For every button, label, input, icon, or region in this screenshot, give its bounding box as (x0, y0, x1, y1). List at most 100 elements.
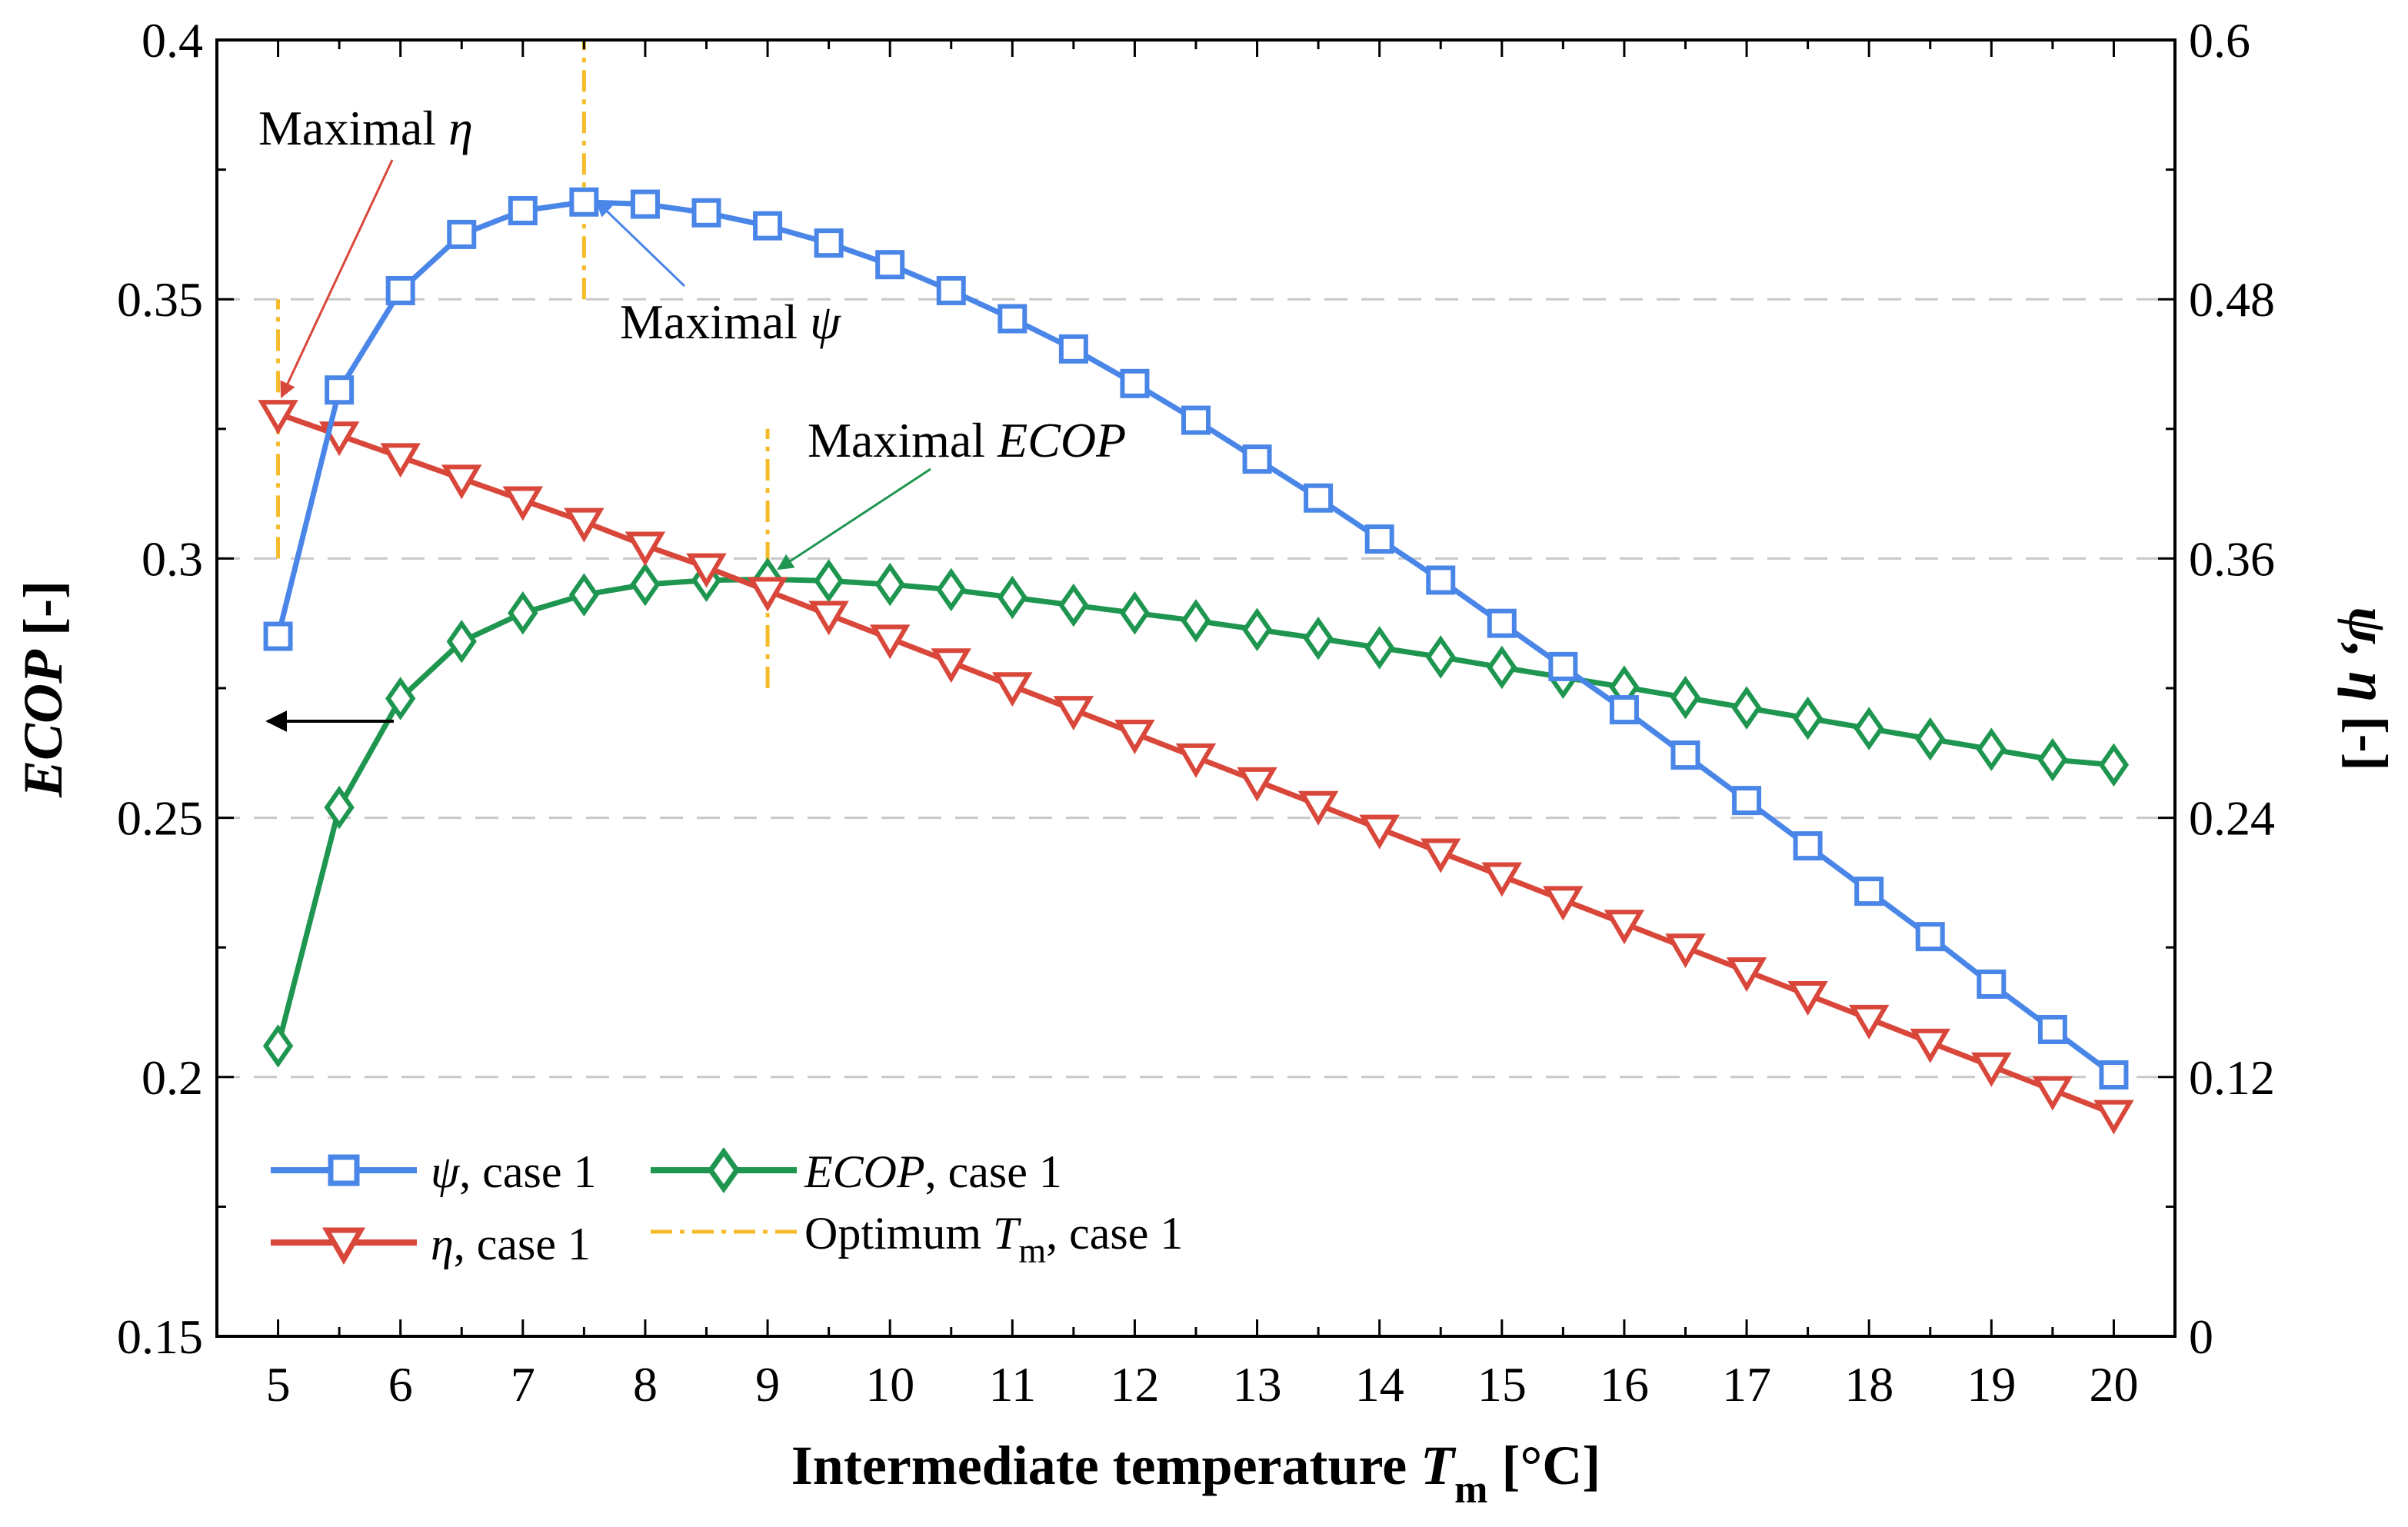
data-point (1237, 767, 1277, 802)
legend-optimum-sub: m (1018, 1231, 1046, 1270)
data-point (808, 600, 849, 636)
data-point (1665, 933, 1706, 969)
data-point (1848, 1004, 1890, 1040)
data-point (1241, 607, 1273, 652)
legend-eta-var: η (431, 1219, 454, 1269)
data-point (936, 567, 967, 612)
data-point (630, 562, 661, 607)
data-point (1359, 814, 1400, 850)
left-axis-title-unit: [-] (12, 581, 74, 636)
data-point (2098, 743, 2130, 787)
data-point (262, 1024, 294, 1068)
legend-ecop-suffix: , case 1 (925, 1146, 1062, 1197)
data-point (1548, 651, 1578, 681)
data-point (2037, 1014, 2067, 1044)
x-tick-label: 10 (865, 1357, 914, 1412)
data-point (1726, 957, 1767, 993)
left-axis-title-var: ECOP (12, 649, 74, 798)
series-η (258, 400, 2134, 1135)
data-point (508, 195, 538, 225)
left-tick-label: 0.4 (142, 13, 203, 68)
left-tick-label: 0.35 (117, 272, 203, 327)
data-point (1181, 405, 1211, 435)
data-point (1303, 617, 1334, 660)
right-axis-title-var: ψ, η (2337, 607, 2399, 702)
x-tick-label: 14 (1355, 1357, 1404, 1412)
data-point (1854, 877, 1884, 907)
legend-item-psi: ψ, case 1 (271, 1146, 597, 1197)
x-tick-label: 18 (1844, 1357, 1893, 1412)
right-axis-title-unit: [-] (2337, 716, 2399, 771)
annotation-max-ecop-arrow (777, 467, 931, 571)
data-point (385, 677, 416, 720)
data-point (258, 400, 298, 435)
data-point (1487, 608, 1517, 638)
right-tick-label: 0.36 (2189, 531, 2275, 586)
data-point (2037, 737, 2068, 782)
data-point (624, 531, 666, 567)
data-point (686, 553, 727, 588)
data-point (1242, 444, 1272, 474)
data-point (441, 464, 482, 500)
legend-ecop-var: ECOP (804, 1146, 925, 1197)
data-point (1732, 786, 1762, 816)
data-point (1915, 717, 1946, 761)
data-point (564, 507, 604, 543)
x-tick-label: 6 (388, 1357, 413, 1412)
series-line (275, 576, 2114, 1047)
data-point (992, 672, 1033, 707)
x-tick-label: 16 (1600, 1357, 1649, 1412)
svg-text:ECOP, case 1: ECOP, case 1 (804, 1146, 1062, 1197)
legend-item-optimum: Optimum Tm, case 1 (651, 1208, 1183, 1270)
x-axis-title-var: T (1420, 1435, 1457, 1496)
data-point (385, 275, 415, 305)
data-point (1604, 910, 1645, 945)
x-tick-label: 19 (1967, 1357, 2016, 1412)
series (258, 187, 2134, 1135)
legend-optimum-var: T (993, 1208, 1021, 1259)
data-point (747, 577, 788, 612)
series-ECOP (262, 557, 2130, 1068)
data-point (936, 275, 966, 305)
series-ψ (263, 187, 2129, 1090)
data-point (1670, 740, 1700, 770)
data-point (1543, 886, 1584, 921)
data-point (325, 375, 355, 405)
legend-optimum-name: Optimum (804, 1208, 981, 1259)
data-point (1793, 831, 1823, 861)
data-point (1053, 696, 1094, 731)
data-point (1181, 599, 1211, 643)
data-point (1487, 645, 1517, 690)
data-point (1731, 686, 1762, 730)
data-point (568, 573, 600, 617)
data-point (1364, 524, 1394, 554)
data-point (998, 304, 1027, 334)
data-point (691, 198, 721, 228)
data-point (1853, 707, 1884, 750)
data-point (875, 250, 905, 280)
x-tick-label: 17 (1722, 1357, 1771, 1412)
data-point (2032, 1076, 2073, 1111)
data-point (997, 575, 1027, 620)
data-point (931, 648, 971, 684)
data-point (1787, 981, 1828, 1016)
left-tick-label: 0.3 (142, 531, 203, 586)
x-tick-label: 13 (1233, 1357, 1282, 1412)
data-point (1971, 1052, 2012, 1087)
svg-text:Optimum Tm, case 1: Optimum Tm, case 1 (804, 1208, 1183, 1270)
annotation-max-psi: Maximal ψ (620, 294, 841, 349)
legend-item-ecop: ECOP, case 1 (651, 1146, 1062, 1197)
x-tick-label: 8 (633, 1357, 658, 1412)
legend-eta-suffix: , case 1 (454, 1219, 591, 1269)
data-point (874, 562, 905, 607)
data-point (814, 228, 844, 258)
right-tick-label: 0.24 (2189, 791, 2275, 846)
x-tick-label: 9 (755, 1357, 780, 1412)
data-point (446, 620, 477, 664)
data-point (1426, 565, 1456, 595)
legend-optimum-suffix: , case 1 (1046, 1208, 1183, 1259)
data-point (2099, 1060, 2129, 1090)
left-tick-label: 0.2 (142, 1050, 203, 1105)
x-tick-label: 7 (511, 1357, 535, 1412)
